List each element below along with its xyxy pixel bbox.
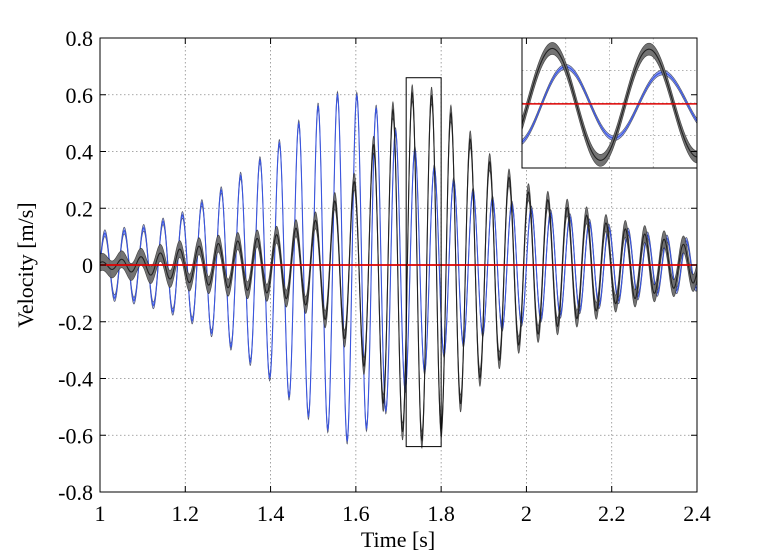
y-axis-label: Velocity [m/s] (13, 202, 38, 327)
inset-series-layer (522, 42, 697, 167)
y-tick-label: 0.6 (66, 83, 94, 108)
x-tick-label: 2 (521, 501, 532, 526)
y-tick-labels: -0.8 -0.6 -0.4 -0.2 0 0.2 0.4 0.6 0.8 (58, 26, 93, 505)
inset-plot (521, 37, 698, 169)
y-tick-label: 0.4 (66, 140, 94, 165)
y-tick-label: -0.6 (58, 423, 93, 448)
y-tick-label: 0 (82, 253, 93, 278)
series-2-band (522, 42, 697, 167)
y-tick-label: -0.2 (58, 310, 93, 335)
x-tick-label: 1 (95, 501, 106, 526)
x-tick-label: 1.8 (427, 501, 455, 526)
series-1-line (522, 66, 697, 143)
x-tick-label: 1.6 (342, 501, 370, 526)
x-tick-label: 2.4 (683, 501, 711, 526)
y-tick-label: -0.4 (58, 367, 93, 392)
tick-marks (99, 37, 698, 493)
x-axis-label: Time [s] (361, 527, 435, 552)
series-2-line (522, 47, 697, 161)
x-tick-label: 1.2 (172, 501, 200, 526)
series-layer (100, 83, 697, 450)
x-tick-label: 1.4 (257, 501, 285, 526)
x-tick-label: 2.2 (598, 501, 626, 526)
y-tick-label: 0.8 (66, 26, 94, 51)
series-2-line (100, 91, 697, 442)
y-tick-label: -0.8 (58, 480, 93, 505)
zoom-box (405, 77, 442, 448)
series-1-band (522, 64, 697, 145)
y-tick-label: 0.2 (66, 196, 94, 221)
x-tick-labels: 1 1.2 1.4 1.6 1.8 2 2.2 2.4 (95, 501, 711, 526)
series-2-band (100, 83, 697, 450)
